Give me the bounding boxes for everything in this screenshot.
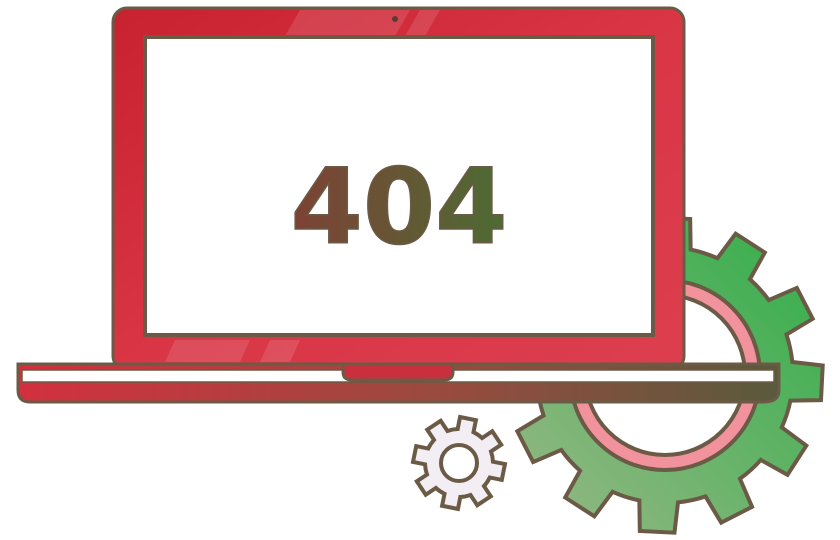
lid-highlight: [165, 340, 250, 362]
small-gear-hole: [439, 443, 479, 483]
webcam: [392, 16, 398, 22]
lid-highlight: [405, 10, 440, 36]
error-code: 404: [290, 146, 507, 268]
laptop-icon: 404: [16, 6, 781, 404]
lid-highlight: [285, 10, 410, 36]
small-gear-icon: [410, 414, 508, 512]
laptop-screen: [143, 35, 655, 337]
lid-highlight: [260, 340, 300, 362]
laptop-notch: [341, 362, 455, 382]
